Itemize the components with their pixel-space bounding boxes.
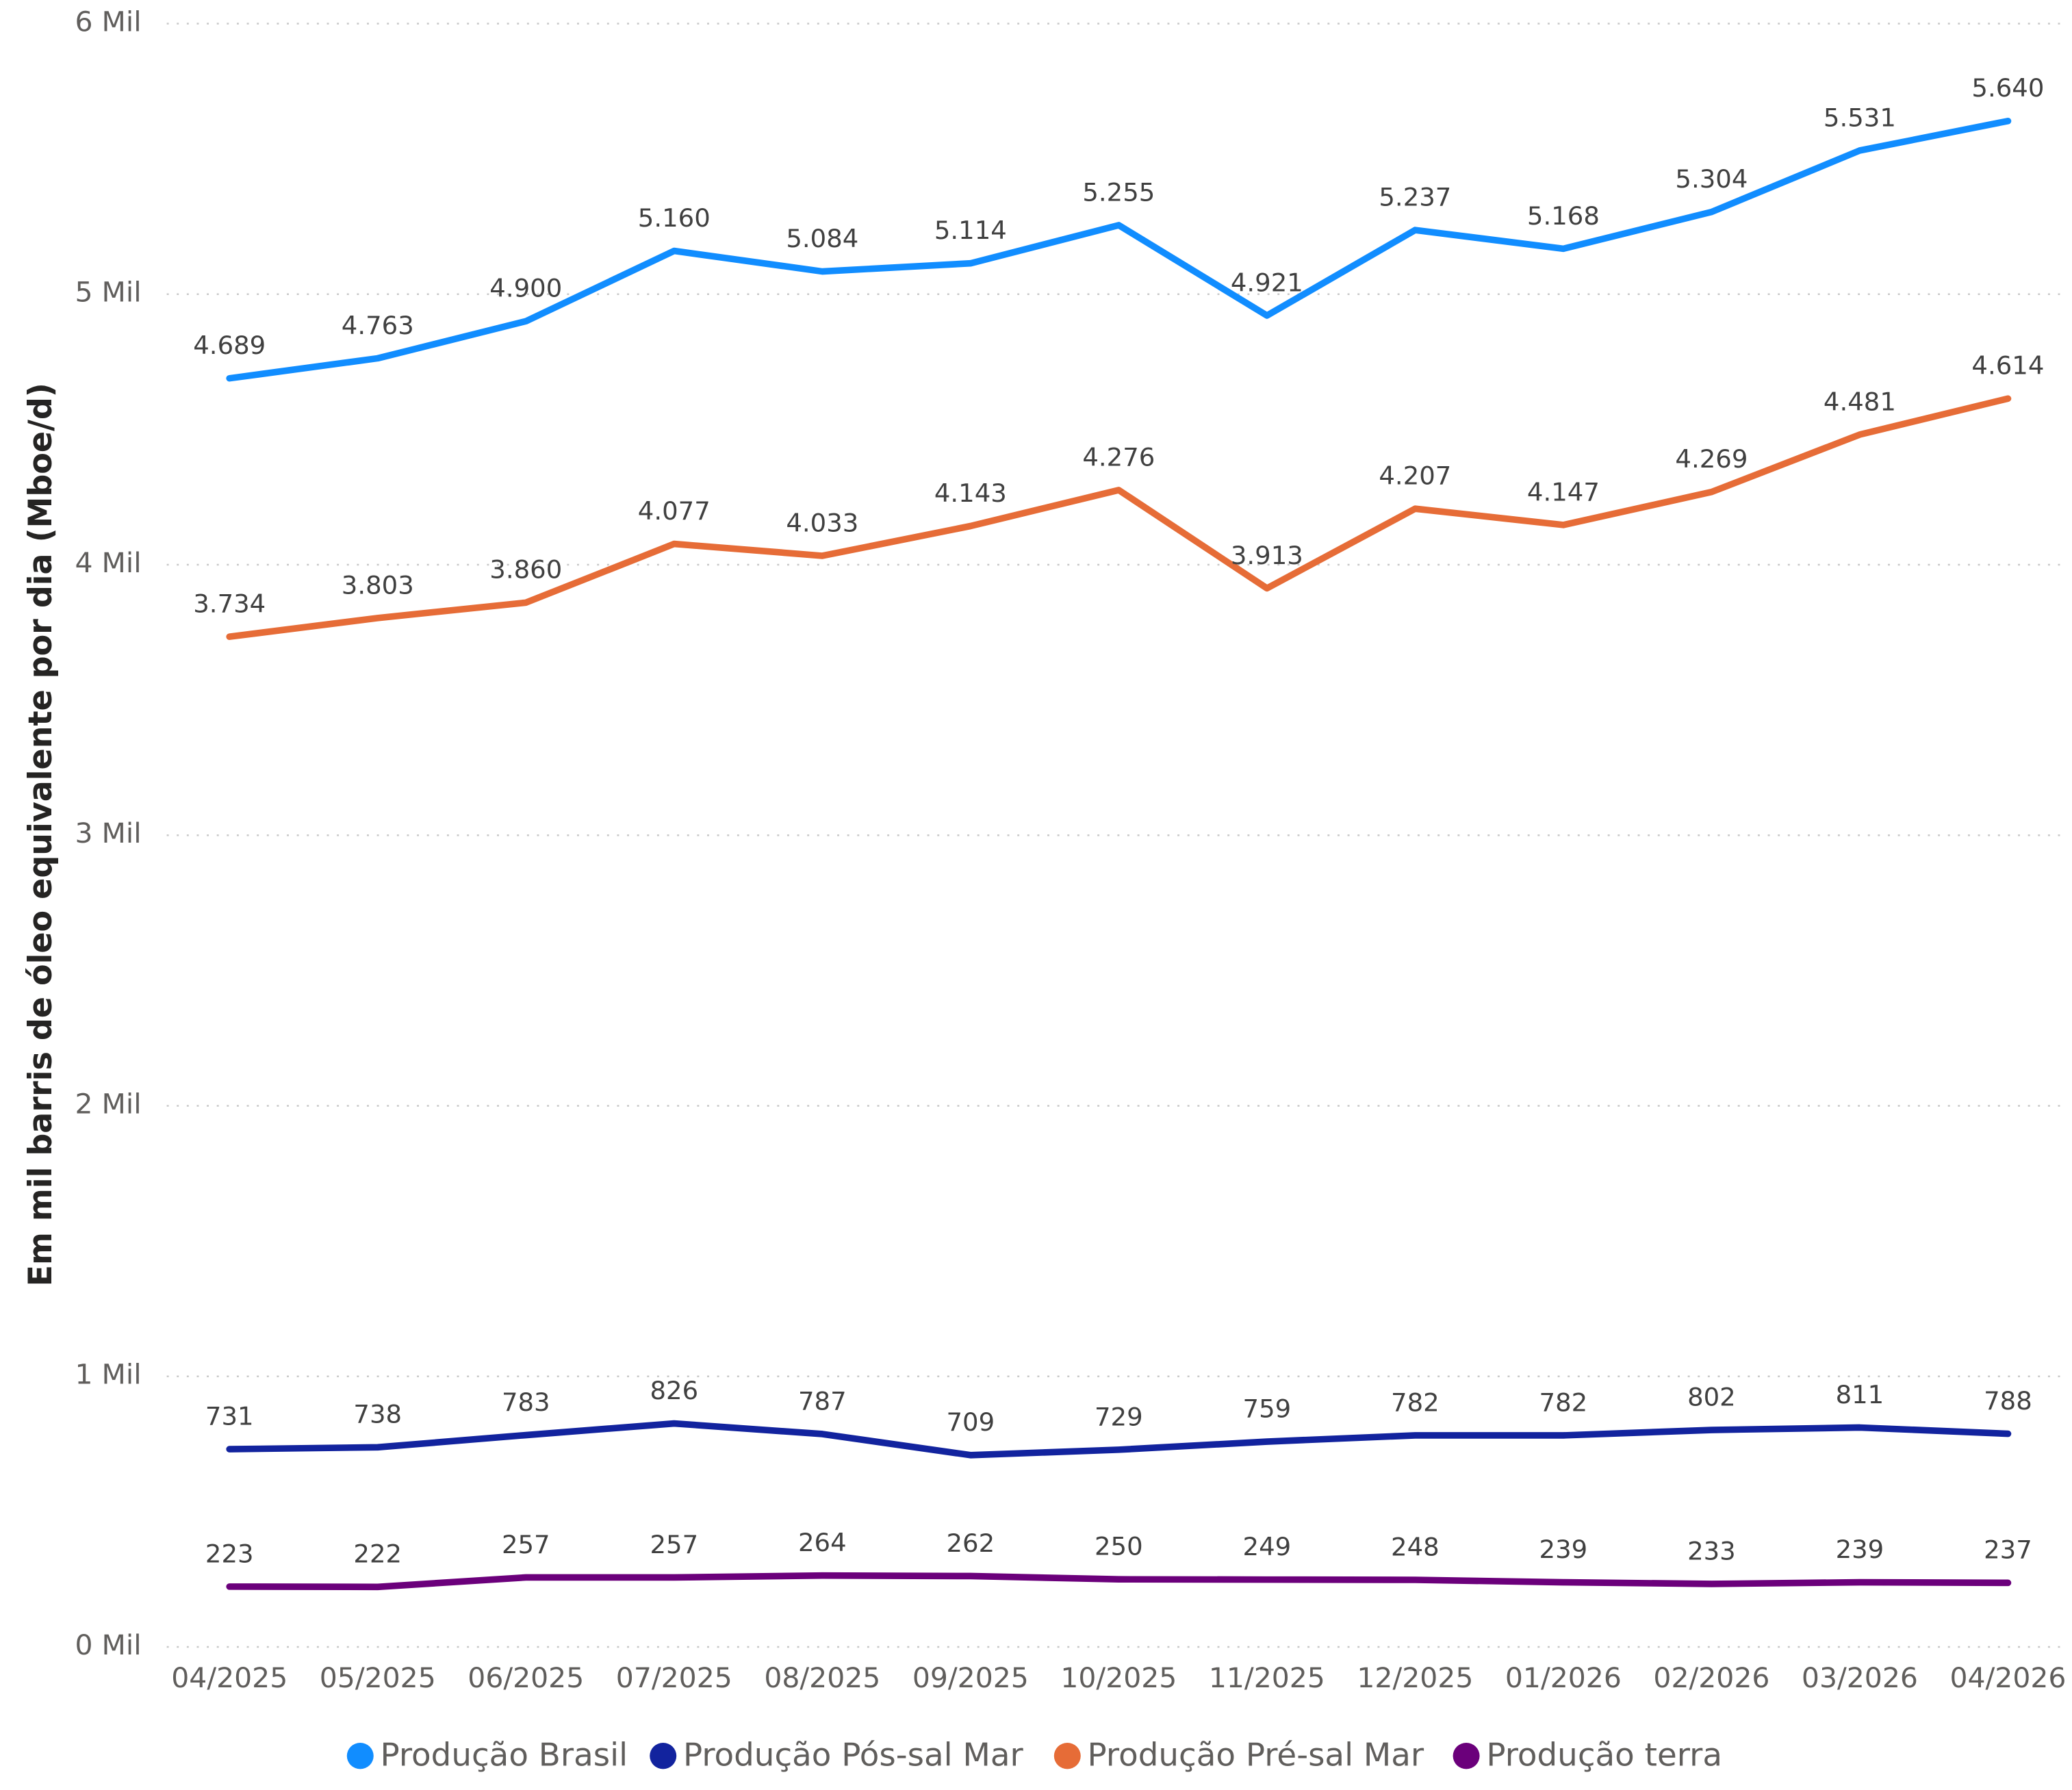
x-tick-label: 02/2026 [1653, 1661, 1769, 1694]
legend-marker [346, 1742, 374, 1769]
data-label: 731 [205, 1402, 254, 1431]
data-label: 3.803 [342, 571, 414, 600]
x-tick-label: 11/2025 [1209, 1661, 1325, 1694]
data-label: 782 [1391, 1388, 1440, 1418]
data-label: 788 [1984, 1386, 2032, 1416]
data-label: 3.913 [1231, 541, 1303, 570]
y-tick-label: 4 Mil [75, 546, 142, 579]
data-label: 264 [798, 1528, 847, 1557]
x-tick-label: 10/2025 [1060, 1661, 1177, 1694]
x-tick-label: 08/2025 [764, 1661, 880, 1694]
data-label: 4.900 [489, 274, 562, 303]
data-label: 4.033 [786, 509, 858, 538]
legend-label: Produção terra [1486, 1737, 1722, 1774]
series-line [226, 1420, 2012, 1459]
data-label: 787 [798, 1387, 847, 1416]
data-label: 729 [1095, 1403, 1143, 1432]
data-label: 3.734 [193, 589, 266, 619]
data-label: 4.147 [1527, 478, 1600, 507]
data-label: 738 [353, 1400, 402, 1429]
x-tick-label: 04/2025 [171, 1661, 287, 1694]
data-label: 4.143 [934, 478, 1007, 508]
data-label: 5.168 [1527, 201, 1600, 231]
data-label: 4.689 [193, 331, 266, 360]
data-label: 5.304 [1675, 164, 1748, 194]
data-label: 3.860 [489, 555, 562, 585]
data-label: 5.084 [786, 224, 858, 253]
data-label: 783 [502, 1388, 550, 1417]
data-label: 223 [205, 1539, 254, 1569]
data-label: 802 [1687, 1383, 1736, 1412]
data-label: 826 [650, 1376, 698, 1405]
data-label: 4.763 [342, 311, 414, 340]
data-label: 239 [1836, 1535, 1884, 1564]
x-tick-label: 04/2026 [1949, 1661, 2066, 1694]
data-label: 5.160 [638, 203, 711, 233]
series-line [226, 118, 2012, 382]
legend-marker [1053, 1742, 1081, 1769]
data-label: 782 [1539, 1388, 1588, 1418]
data-label: 222 [353, 1539, 402, 1569]
x-tick-label: 07/2025 [616, 1661, 732, 1694]
data-label: 709 [946, 1407, 995, 1437]
data-label: 250 [1095, 1532, 1143, 1561]
x-tick-label: 06/2025 [468, 1661, 584, 1694]
data-label: 239 [1539, 1535, 1588, 1564]
data-label: 4.481 [1824, 387, 1896, 417]
data-label: 5.255 [1082, 178, 1155, 207]
x-tick-label: 01/2026 [1505, 1661, 1622, 1694]
data-label: 262 [946, 1529, 995, 1558]
y-tick-label: 6 Mil [75, 5, 142, 38]
legend-marker [650, 1742, 677, 1769]
data-label: 4.614 [1971, 351, 2044, 381]
series-line [226, 395, 2012, 640]
data-label: 249 [1243, 1532, 1292, 1561]
y-tick-label: 0 Mil [75, 1628, 142, 1661]
data-label: 5.640 [1971, 73, 2044, 103]
data-label: 4.269 [1675, 444, 1748, 474]
data-label: 759 [1243, 1394, 1292, 1424]
data-label: 4.921 [1231, 268, 1303, 298]
legend-label: Produção Pré-sal Mar [1088, 1737, 1425, 1774]
x-tick-label: 03/2026 [1802, 1661, 1918, 1694]
data-label: 5.237 [1379, 183, 1451, 212]
legend-label: Produção Pós-sal Mar [683, 1737, 1024, 1774]
series-line [226, 1572, 2012, 1591]
data-label: 257 [502, 1530, 550, 1559]
legend-marker [1453, 1742, 1480, 1769]
data-label: 233 [1687, 1537, 1736, 1566]
data-label: 5.531 [1824, 103, 1896, 133]
y-tick-label: 5 Mil [75, 276, 142, 309]
y-tick-label: 3 Mil [75, 817, 142, 849]
legend-label: Produção Brasil [381, 1737, 628, 1774]
data-label: 248 [1391, 1533, 1440, 1562]
data-label: 4.077 [638, 496, 711, 526]
data-label: 5.114 [934, 216, 1007, 245]
data-label: 4.276 [1082, 443, 1155, 472]
y-tick-label: 2 Mil [75, 1088, 142, 1121]
x-tick-label: 09/2025 [912, 1661, 1029, 1694]
y-tick-label: 1 Mil [75, 1358, 142, 1391]
data-label: 257 [650, 1530, 698, 1559]
data-label: 4.207 [1379, 461, 1451, 491]
y-axis-title: Em mil barris de óleo equivalente por di… [22, 383, 59, 1286]
x-tick-label: 05/2025 [320, 1661, 436, 1694]
data-label: 237 [1984, 1535, 2032, 1565]
x-tick-label: 12/2025 [1357, 1661, 1473, 1694]
data-label: 811 [1836, 1380, 1884, 1409]
